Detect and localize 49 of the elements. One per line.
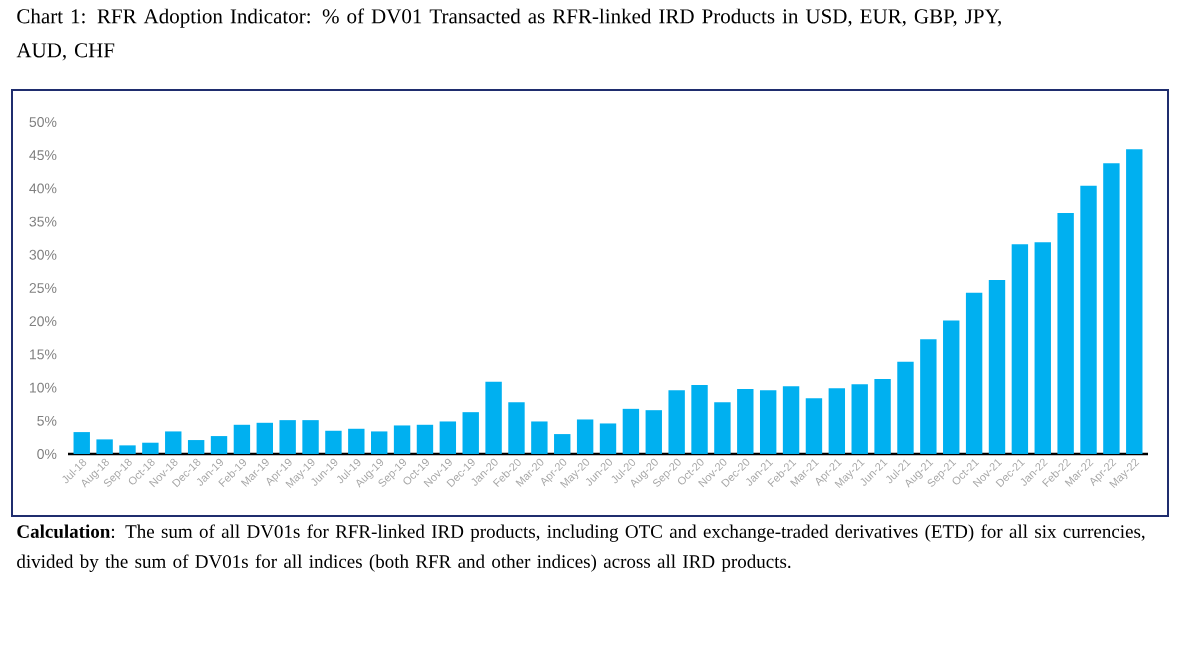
bar <box>714 402 731 454</box>
bar <box>348 428 365 454</box>
bar <box>554 434 571 454</box>
bar <box>943 320 960 454</box>
bar <box>531 421 548 454</box>
bar <box>508 402 525 454</box>
bar <box>965 292 983 454</box>
bar <box>1080 185 1097 454</box>
bar <box>485 381 502 454</box>
bar <box>576 419 594 454</box>
bar <box>1034 242 1051 454</box>
bar <box>1011 244 1029 454</box>
bar <box>96 439 113 454</box>
bar <box>233 424 251 454</box>
bar <box>462 412 479 454</box>
bar <box>142 442 159 454</box>
bar <box>691 384 708 454</box>
bar <box>874 378 891 454</box>
chart-title: Chart 1: RFR Adoption Indicator: % of DV01 Transacted as RFR-linked IRD Products in USD, EUR, GBP, JPY, AUD, CHF <box>16 8 1001 61</box>
bar <box>187 440 205 454</box>
bar <box>645 410 662 454</box>
bar <box>119 445 136 454</box>
bar <box>210 436 228 454</box>
bar <box>73 432 90 454</box>
bar <box>828 388 846 454</box>
text: Calculation: The sum of all DV01s for RFR-linked IRD products, including OTC and exchange-traded derivatives (ETD) for all six currencies, divided by the sum of DV01s for all indices (both RFR and other indices) across all IRD products. <box>17 524 1145 572</box>
bar <box>165 431 182 454</box>
bar <box>805 398 823 454</box>
bar <box>439 421 457 454</box>
bar <box>737 388 754 454</box>
bar <box>371 431 388 454</box>
bar <box>668 390 685 454</box>
bar <box>988 280 1006 454</box>
bar <box>1057 212 1074 454</box>
bar <box>851 384 868 454</box>
bar <box>622 408 640 454</box>
bar <box>782 386 800 454</box>
bar <box>1126 149 1143 454</box>
bar <box>279 420 296 454</box>
bar <box>920 339 937 454</box>
bar <box>325 430 342 454</box>
bar <box>416 424 434 454</box>
bar <box>393 425 411 454</box>
bar <box>897 361 914 454</box>
bar <box>256 422 273 454</box>
bar <box>1103 163 1120 454</box>
bar <box>599 423 617 454</box>
bar <box>302 420 319 454</box>
bar <box>759 390 777 454</box>
